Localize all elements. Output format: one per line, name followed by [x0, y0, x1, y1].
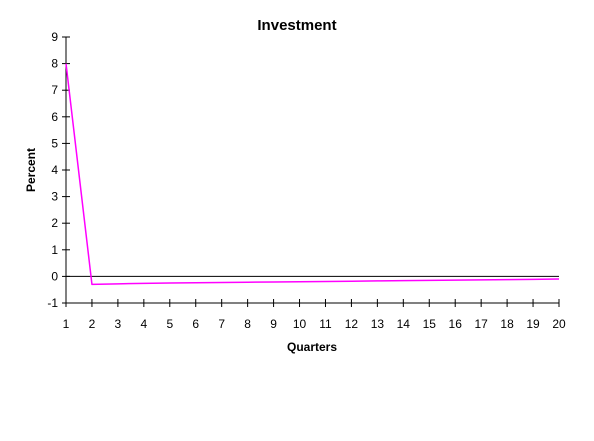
x-tick-label: 17	[474, 317, 488, 331]
y-ticks: -1 0 1 2 3 4 5 6 7 8 9	[47, 30, 70, 310]
x-tick-label: 1	[63, 317, 70, 331]
x-tick-label: 13	[371, 317, 385, 331]
x-tick-label: 18	[500, 317, 514, 331]
y-tick-label: 3	[51, 190, 58, 204]
y-tick-label: 5	[51, 136, 58, 150]
x-tick-label: 6	[192, 317, 199, 331]
x-tick-label: 8	[244, 317, 251, 331]
x-axis-label: Quarters	[287, 340, 337, 354]
y-tick-label: 7	[51, 83, 58, 97]
x-tick-label: 11	[319, 317, 332, 331]
x-tick-label: 2	[89, 317, 96, 331]
y-axis-label: Percent	[24, 148, 38, 192]
chart-title: Investment	[257, 17, 336, 34]
x-tick-label: 20	[552, 317, 566, 331]
x-tick-label: 5	[166, 317, 173, 331]
x-tick-label: 19	[526, 317, 540, 331]
x-tick-label: 15	[423, 317, 437, 331]
x-tick-label: 12	[345, 317, 359, 331]
series-line-0	[65, 63, 560, 286]
y-tick-label: 0	[51, 269, 58, 283]
y-tick-label: 6	[51, 110, 58, 124]
y-tick-label: 4	[51, 163, 58, 177]
x-tick-label: 14	[397, 317, 411, 331]
x-tick-label: 10	[293, 317, 307, 331]
y-tick-label: 1	[51, 243, 58, 257]
y-tick-label: 8	[51, 57, 58, 71]
x-tick-label: 9	[270, 317, 277, 331]
y-tick-label: -1	[47, 296, 58, 310]
series-group	[65, 63, 560, 286]
y-tick-label: 9	[51, 30, 58, 44]
x-ticks: 1 2 3 4 5 6 7 8 9 10 11 12 13 14 15 16 17 18 19 20	[63, 299, 566, 331]
x-tick-label: 3	[115, 317, 122, 331]
x-tick-label: 7	[218, 317, 225, 331]
x-tick-label: 16	[449, 317, 463, 331]
x-tick-label: 4	[140, 317, 147, 331]
y-tick-label: 2	[51, 216, 58, 230]
